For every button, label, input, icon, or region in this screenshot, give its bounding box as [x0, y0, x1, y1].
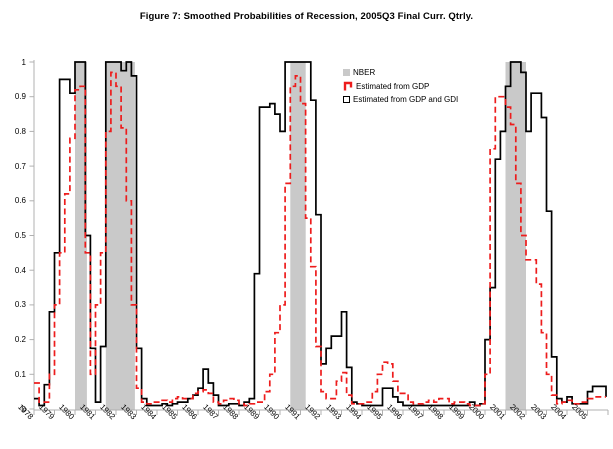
nber-recession-band: [75, 62, 87, 410]
chart-title: Figure 7: Smoothed Probabilities of Rece…: [139, 11, 474, 22]
y-tick-label: 0.4: [14, 265, 26, 275]
legend-item-gdp: Estimated from GDP: [343, 79, 458, 92]
y-tick-label: 0.2: [14, 335, 26, 345]
legend: NBER Estimated from GDP Estimated from G…: [343, 66, 458, 106]
nber-band-swatch-icon: [343, 69, 350, 77]
y-tick-label: 1: [21, 57, 26, 67]
gdp-gdi-line-swatch-icon: [343, 95, 350, 103]
nber-recession-band: [290, 62, 306, 410]
legend-label-gdp: Estimated from GDP: [356, 81, 430, 91]
nber-recession-band: [505, 62, 526, 410]
legend-label-gdp-gdi: Estimated from GDP and GDI: [353, 94, 459, 104]
y-tick-label: 0.5: [14, 231, 26, 240]
legend-item-gdp-gdi: Estimated from GDP and GDI: [343, 93, 458, 106]
y-tick-label: 0.3: [14, 300, 26, 310]
gdp-line-swatch-icon: [343, 81, 353, 91]
gdp-line: [34, 71, 606, 407]
y-tick-label: 0.1: [14, 369, 26, 379]
legend-item-nber: NBER: [343, 66, 458, 79]
y-tick-label: 0: [21, 404, 26, 414]
y-tick-label: 0.8: [14, 126, 26, 136]
y-tick-label: 0.9: [14, 92, 26, 102]
legend-label-nber: NBER: [353, 68, 376, 78]
y-tick-label: 0.6: [14, 196, 26, 206]
y-tick-label: 0.7: [14, 161, 26, 171]
gdp-gdi-line: [34, 61, 607, 407]
